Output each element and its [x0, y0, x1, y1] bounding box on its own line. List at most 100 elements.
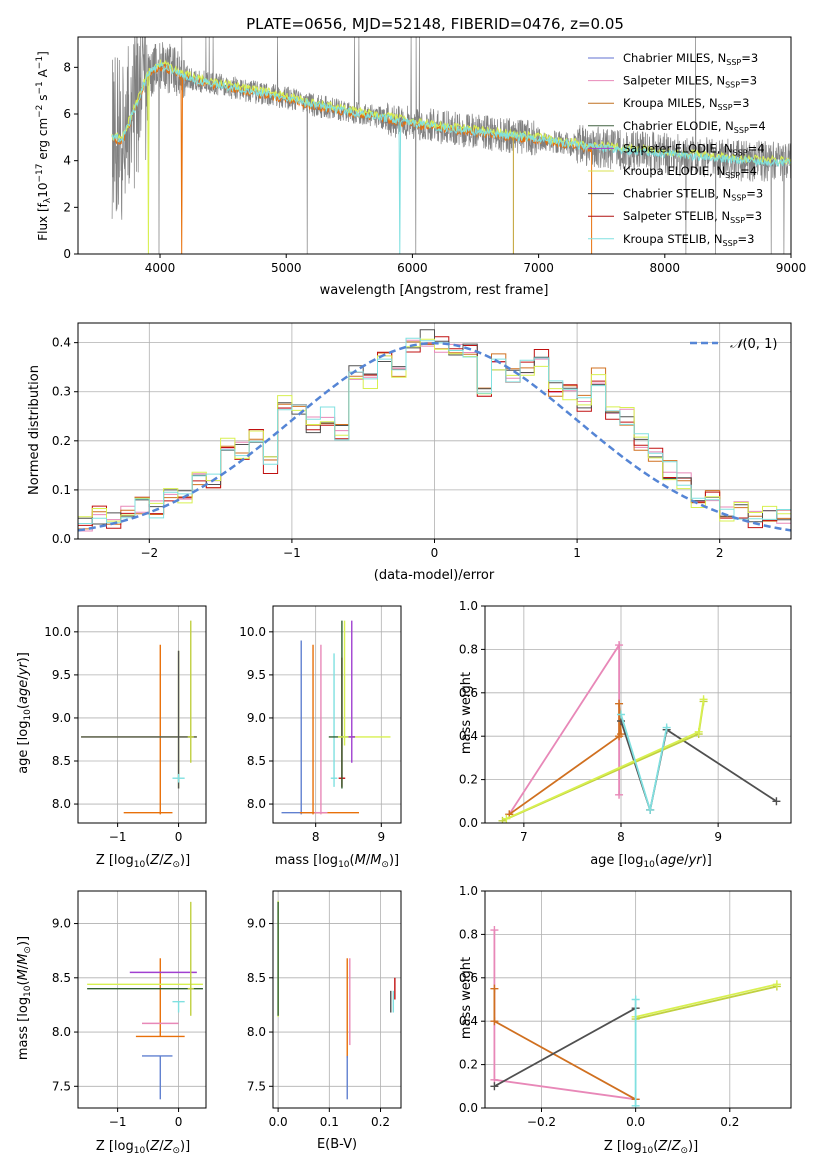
x-tick-label: 8000 — [650, 261, 681, 275]
y-tick-label: 8.0 — [52, 797, 71, 811]
y-tick-label: 0.8 — [459, 642, 478, 656]
y-tick-label: 8.0 — [52, 1025, 71, 1039]
age-vs-mass-frame — [272, 605, 402, 824]
age-vs-Z-xlabel: Z [log10(Z/Z⊙)] — [96, 853, 190, 870]
y-tick-label: 8.0 — [247, 1025, 266, 1039]
y-tick-label: 8.5 — [52, 754, 71, 768]
x-tick-label: 0.1 — [320, 1115, 339, 1129]
x-tick-label: 1 — [573, 546, 581, 560]
y-tick-label: 8.5 — [52, 971, 71, 985]
legend-label: Kroupa MILES, NSSP=3 — [623, 96, 749, 112]
weight-vs-age-xlabel: age [log10(age/yr)] — [590, 853, 712, 870]
x-tick-label: 7000 — [523, 261, 554, 275]
weight-series — [498, 697, 708, 823]
x-tick-label: 8 — [617, 830, 625, 844]
x-tick-label: 9000 — [776, 261, 807, 275]
y-tick-label: 9.0 — [247, 917, 266, 931]
y-tick-label: 0.1 — [52, 483, 71, 497]
mass-vs-Z-ylabel: mass [log10(M/M⊙)] — [16, 936, 33, 1060]
error-bar-point — [314, 644, 328, 815]
error-bar-point — [172, 1000, 185, 1013]
x-tick-label: 0 — [175, 1115, 183, 1129]
plus-marker — [617, 730, 625, 739]
age-vs-Z-frame — [77, 605, 207, 824]
spectrum-legend: Chabrier MILES, NSSP=3 Salpeter MILES, NS… — [588, 51, 766, 248]
plus-marker — [772, 980, 781, 989]
plus-marker — [699, 695, 708, 704]
x-tick-label: 0 — [431, 546, 439, 560]
plus-marker — [490, 984, 499, 993]
y-tick-label: 10.0 — [44, 625, 71, 639]
error-bar-point — [330, 653, 338, 787]
mass-vs-EBV-panel: 0.0 0.1 0.2 7.5 8.0 8.5 9.0 E(B-V) — [247, 890, 402, 1152]
y-tick-label: 0.8 — [459, 927, 478, 941]
legend-label: Salpeter ELODIE, NSSP=4 — [623, 141, 765, 157]
weight-vs-age-plot-area: 7 8 9 0.0 0.2 0.4 0.6 0.8 1.0 — [459, 599, 792, 844]
plus-marker — [615, 699, 624, 708]
x-tick-label: 2 — [716, 546, 724, 560]
plus-marker — [490, 1082, 499, 1091]
legend-label: Kroupa STELIB, NSSP=3 — [623, 232, 754, 248]
error-bar-point — [123, 644, 173, 815]
error-bar-point — [81, 650, 197, 789]
x-tick-label: 0 — [175, 830, 183, 844]
mass-vs-Z-frame — [77, 890, 207, 1109]
weight-series — [617, 710, 671, 814]
y-tick-label: 0.0 — [459, 816, 478, 830]
y-tick-label: 10.0 — [239, 625, 266, 639]
mass-vs-EBV-plot-area: 0.0 0.1 0.2 7.5 8.0 8.5 9.0 — [247, 890, 402, 1129]
plus-marker — [615, 790, 624, 799]
legend-label: Kroupa ELODIE, NSSP=4 — [623, 164, 757, 180]
x-tick-label: −0.2 — [527, 1115, 556, 1129]
error-bar-point — [81, 650, 197, 789]
x-tick-label: 5000 — [271, 261, 302, 275]
y-tick-label: 0.2 — [52, 434, 71, 448]
weight-series — [631, 995, 640, 1108]
y-tick-label: 9.5 — [247, 668, 266, 682]
x-tick-label: −1 — [109, 1115, 127, 1129]
y-tick-label: 0.3 — [52, 385, 71, 399]
spectrum-model-line — [111, 61, 791, 254]
age-vs-Z-ylabel: age [log10(age/yr)] — [16, 652, 33, 774]
error-bar-point — [337, 620, 391, 746]
y-tick-label: 8 — [63, 60, 71, 74]
y-tick-label: 0.6 — [459, 971, 478, 985]
x-tick-label: 7 — [520, 830, 528, 844]
age-vs-mass-panel: 8 9 8.0 8.5 9.0 9.5 10.0 mass [log10(M/M⊙)] — [239, 605, 402, 870]
x-tick-label: 0.2 — [720, 1115, 739, 1129]
plus-marker — [617, 710, 625, 719]
spectrum-ylabel: Flux [fλ10−17 erg cm−2 s−1 A−1] — [35, 51, 53, 241]
y-tick-label: 8.5 — [247, 754, 266, 768]
y-tick-label: 0.6 — [459, 686, 478, 700]
plus-marker — [694, 727, 703, 736]
mass-vs-Z-panel: −1 0 7.5 8.0 8.5 9.0 Z [log10(Z/Z⊙)] mass [lo… — [16, 890, 207, 1156]
y-tick-label: 0.2 — [459, 773, 478, 787]
mass-vs-Z-xlabel: Z [log10(Z/Z⊙)] — [96, 1139, 190, 1156]
legend-label: Chabrier STELIB, NSSP=3 — [623, 187, 763, 203]
x-tick-label: −1 — [283, 546, 301, 560]
residuals-xlabel: (data-model)/error — [374, 568, 495, 583]
residual-histogram — [78, 337, 791, 539]
residuals-ylabel: Normed distribution — [27, 365, 42, 495]
y-tick-label: 8.5 — [247, 971, 266, 985]
weight-vs-Z-frame — [484, 890, 792, 1109]
y-tick-label: 0.4 — [52, 336, 71, 350]
x-tick-label: 6000 — [397, 261, 428, 275]
spectrum-plot-area: 4000 5000 6000 7000 8000 9000 0 2 4 6 8 — [63, 36, 807, 275]
plus-marker — [490, 926, 499, 935]
weight-vs-Z-marks — [490, 926, 781, 1108]
age-vs-mass-xlabel: mass [log10(M/M⊙)] — [275, 853, 399, 870]
mass-vs-EBV-xlabel: E(B-V) — [317, 1137, 357, 1152]
legend-label: Salpeter STELIB, NSSP=3 — [623, 209, 762, 225]
age-vs-Z-plot-area: −1 0 8.0 8.5 9.0 9.5 10.0 — [44, 605, 207, 844]
y-tick-label: 2 — [63, 200, 71, 214]
spectrum-xlabel: wavelength [Angstrom, rest frame] — [320, 283, 549, 298]
spectrum-model-line — [111, 59, 791, 254]
plus-marker — [615, 641, 624, 650]
plus-marker — [631, 995, 640, 1004]
weight-vs-age-ylabel: mass weight — [459, 672, 474, 754]
weight-series — [505, 699, 625, 819]
spectrum-panel: 4000 5000 6000 7000 8000 9000 0 2 4 6 8 wavelength… — [35, 36, 807, 298]
y-tick-label: 9.0 — [247, 711, 266, 725]
